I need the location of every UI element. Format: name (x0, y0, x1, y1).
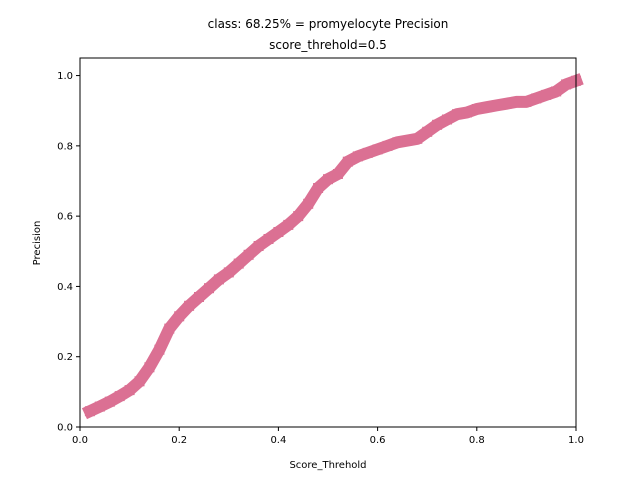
data-point (342, 156, 353, 167)
data-point (194, 292, 204, 302)
data-point (372, 144, 383, 155)
data-point (352, 151, 363, 162)
data-point (293, 211, 304, 222)
data-point (124, 385, 135, 396)
data-point (164, 323, 175, 334)
data-point (84, 406, 95, 417)
data-point (461, 107, 472, 118)
data-point (332, 169, 343, 179)
data-point (452, 109, 462, 120)
data-point (531, 93, 542, 104)
x-tick-label: 0.4 (270, 435, 286, 446)
y-tick-label: 0.0 (57, 423, 73, 434)
axes-frame (79, 57, 577, 428)
data-point (362, 147, 373, 158)
data-point (134, 376, 145, 387)
data-point (154, 344, 165, 355)
data-point (392, 137, 403, 148)
data-point (223, 267, 234, 278)
y-tick-label: 0.6 (57, 212, 73, 223)
data-point (243, 249, 254, 260)
data-point (432, 119, 443, 130)
data-point (184, 300, 195, 311)
data-point (481, 102, 492, 113)
data-point (382, 140, 393, 151)
x-tick-label: 1.0 (568, 435, 584, 446)
data-point (204, 283, 214, 294)
data-point (412, 133, 423, 144)
chart-title-line2: score_threhold=0.5 (269, 38, 387, 52)
data-point (551, 86, 562, 97)
data-point (273, 227, 284, 237)
data-point (501, 98, 512, 109)
data-point (471, 104, 482, 114)
x-tick-label: 0.8 (469, 435, 485, 446)
data-point (263, 234, 274, 244)
data-point (303, 198, 314, 209)
y-tick-label: 0.8 (57, 141, 73, 152)
data-point (114, 391, 125, 402)
data-point (561, 79, 572, 90)
data-point (283, 219, 294, 230)
data-point (442, 114, 452, 125)
x-tick-label: 0.2 (171, 435, 187, 446)
y-tick-label: 0.4 (57, 282, 73, 293)
data-point (213, 274, 224, 285)
data-point (144, 362, 155, 373)
data-point (313, 183, 324, 193)
y-tick-label: 0.2 (57, 352, 73, 363)
data-point (253, 241, 264, 251)
y-tick-label: 1.0 (57, 71, 73, 82)
x-axis-label: Score_Threhold (289, 460, 366, 471)
chart-title-line1: class: 68.25% = promyelocyte Precision (208, 17, 449, 31)
data-point (422, 126, 433, 137)
data-point (521, 96, 532, 107)
data-point (491, 100, 502, 111)
data-point (323, 174, 333, 185)
plot-area (81, 73, 584, 420)
data-point (511, 96, 522, 107)
x-tick-label: 0.6 (370, 435, 386, 446)
y-axis-label: Precision (32, 221, 43, 266)
x-axis: 0.0 0.2 0.4 0.6 0.8 1.0 (72, 427, 584, 446)
data-point (94, 401, 105, 412)
data-point (233, 258, 244, 269)
data-point (104, 396, 115, 407)
data-point (541, 89, 552, 100)
data-point (402, 135, 413, 146)
y-axis: 0.0 0.2 0.4 0.6 0.8 1.0 (57, 71, 80, 434)
data-point (174, 311, 185, 322)
x-tick-label: 0.0 (72, 435, 88, 446)
